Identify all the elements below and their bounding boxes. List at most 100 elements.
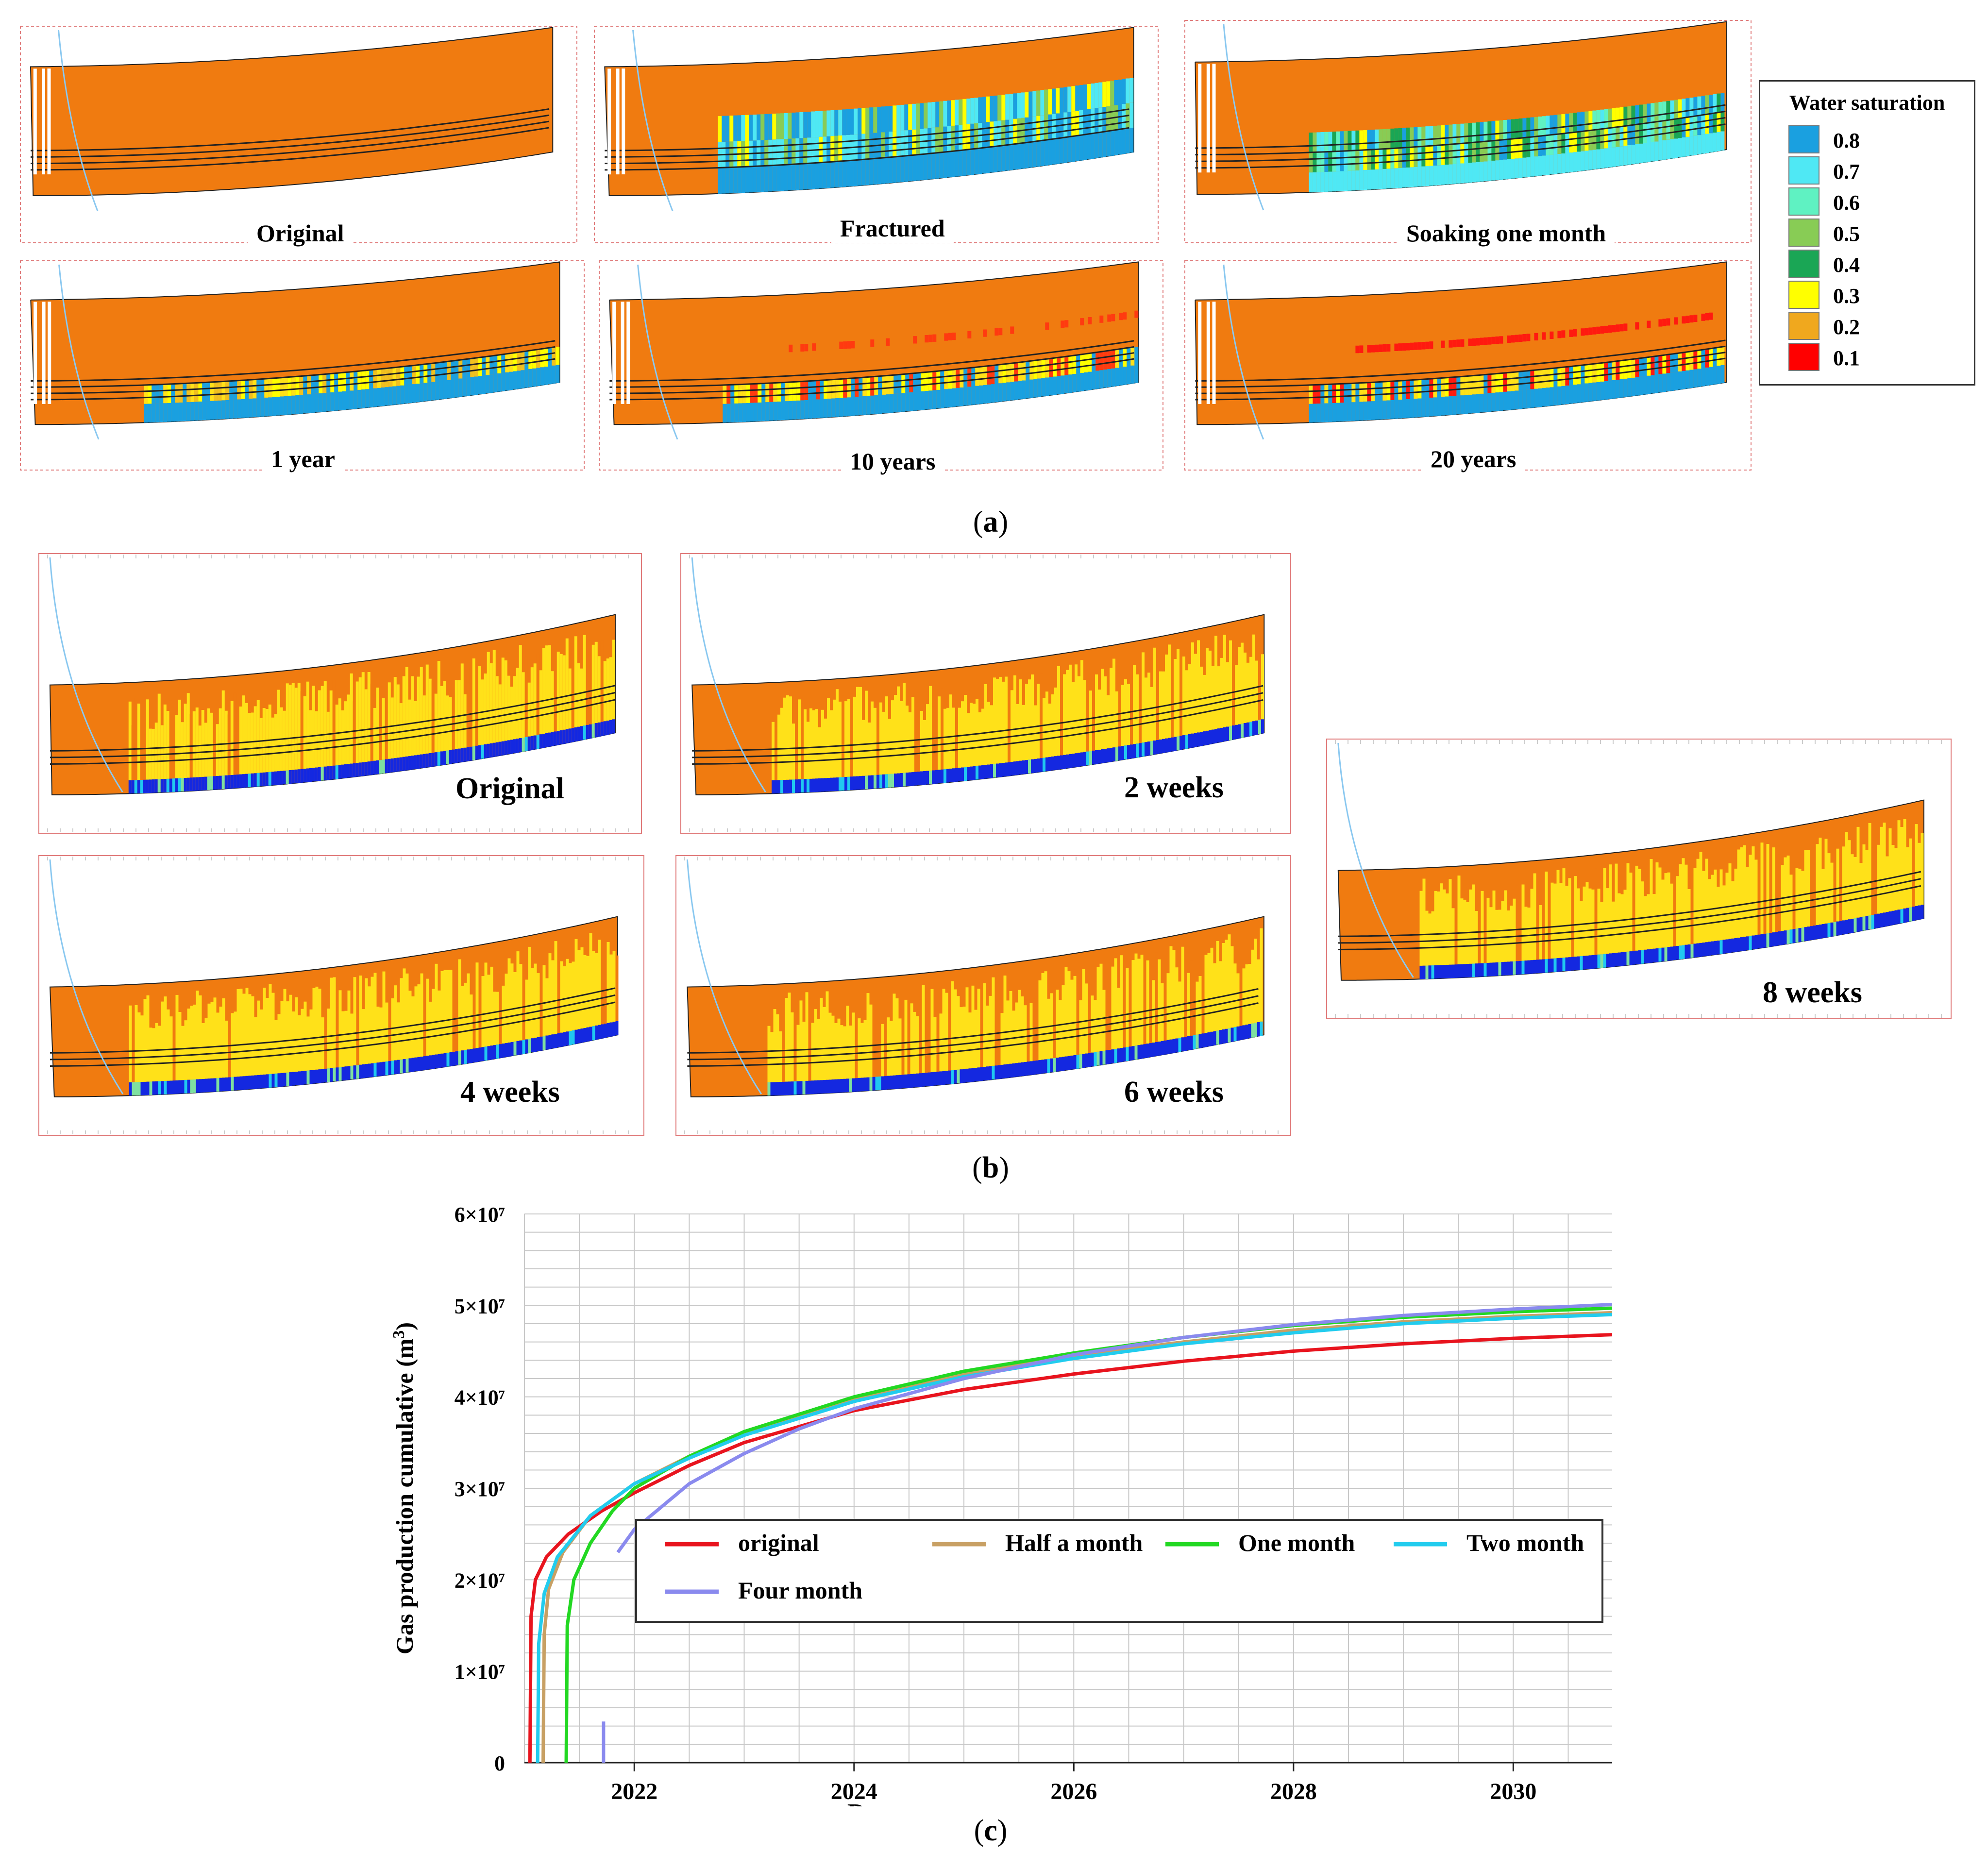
saturation-cell [484, 1046, 488, 1061]
saturation-cell [357, 389, 362, 409]
saturation-cell [1619, 379, 1624, 398]
saturation-cell [987, 764, 990, 778]
saturation-cell [509, 354, 513, 372]
saturation-cell [516, 951, 520, 1041]
saturation-cell [1635, 377, 1639, 396]
saturation-cell [280, 771, 283, 785]
saturation-cell [991, 384, 995, 403]
saturation-cell [528, 369, 533, 387]
saturation-cell [1775, 843, 1778, 932]
saturation-cell [921, 372, 925, 391]
saturation-cell [957, 996, 960, 1070]
saturation-cell [878, 395, 882, 414]
legend-entry: 0.6 [1788, 187, 1963, 217]
layer-boundary [1338, 871, 1921, 937]
saturation-cell [251, 1075, 254, 1089]
saturation-cell [295, 376, 300, 395]
saturation-cell [368, 1063, 371, 1078]
saturation-cell [1166, 1040, 1170, 1054]
saturation-cell [1699, 852, 1702, 943]
saturation-cell [519, 645, 522, 739]
saturation-cell [1029, 1061, 1033, 1075]
saturation-cell [449, 970, 453, 1052]
saturation-cell [1140, 955, 1144, 1045]
saturation-cell [1880, 826, 1883, 913]
saturation-cell [128, 701, 132, 780]
saturation-cell [1472, 375, 1476, 395]
saturation-cell [475, 1048, 479, 1062]
saturation-cell [501, 741, 505, 756]
saturation-cell [807, 779, 809, 792]
saturation-cell [1229, 726, 1232, 741]
saturation-cell [286, 770, 289, 784]
saturation-cell [1652, 894, 1656, 949]
saturation-cell [1623, 106, 1628, 126]
saturation-cell [1763, 859, 1767, 934]
saturation-cell [1110, 668, 1112, 748]
saturation-cell [1501, 901, 1504, 962]
saturation-cell [1608, 362, 1612, 381]
saturation-cell [1083, 680, 1086, 752]
saturation-cell [846, 109, 850, 135]
saturation-cell [726, 404, 731, 423]
saturation-cell [353, 1065, 356, 1079]
saturation-cell [1569, 152, 1573, 172]
saturation-cell [1406, 380, 1410, 399]
saturation-cell [1355, 383, 1360, 402]
panel-a-10-years: 10 years [598, 260, 1164, 476]
saturation-cell [1398, 128, 1402, 148]
saturation-cell [1018, 1062, 1021, 1077]
saturation-cell [836, 689, 839, 777]
saturation-cell [939, 1013, 943, 1072]
saturation-cell [159, 384, 164, 404]
saturation-cell [791, 1012, 794, 1082]
saturation-cell [1685, 864, 1688, 945]
saturation-cell [1641, 950, 1644, 964]
saturation-cell [577, 1029, 581, 1044]
saturation-cell [1530, 137, 1534, 157]
saturation-cell [1456, 164, 1461, 184]
saturation-cell [1717, 887, 1720, 941]
saturation-cell [1888, 911, 1892, 926]
saturation-cell [1752, 846, 1755, 936]
saturation-cell [1565, 133, 1569, 153]
saturation-cell [890, 1021, 893, 1076]
saturation-cell [994, 146, 998, 172]
saturation-cell [1220, 657, 1223, 728]
legend-entry: 0.8 [1788, 125, 1963, 154]
saturation-cell [556, 365, 560, 383]
saturation-cell [1897, 909, 1901, 924]
saturation-cell [1639, 358, 1643, 377]
saturation-cell [560, 961, 563, 1033]
layer-boundary [1195, 357, 1726, 401]
saturation-cell [1449, 964, 1452, 978]
saturation-cell [1559, 958, 1563, 972]
saturation-cell [1117, 988, 1120, 1049]
saturation-cell [184, 704, 187, 778]
layer-boundary [50, 987, 616, 1054]
saturation-cell [1258, 720, 1261, 734]
saturation-cell [1012, 1010, 1015, 1063]
saturation-cell [1029, 1003, 1033, 1061]
saturation-cell [807, 112, 811, 138]
well-marker [622, 68, 625, 175]
saturation-cell [792, 164, 796, 190]
saturation-cell [758, 402, 762, 421]
saturation-cell [881, 106, 885, 133]
legend-value: 0.7 [1833, 160, 1860, 184]
saturation-cell [938, 696, 941, 770]
saturation-cell [341, 710, 344, 765]
saturation-cell [1129, 1046, 1132, 1061]
saturation-cell [729, 167, 734, 193]
saturation-cell [723, 404, 727, 423]
panel-a-label: Fractured [831, 214, 954, 243]
legend-value: 0.6 [1833, 191, 1860, 215]
saturation-cell [393, 758, 397, 772]
saturation-cell [280, 1073, 284, 1087]
saturation-cell [994, 1065, 998, 1079]
saturation-cell [373, 707, 376, 761]
saturation-cell [1550, 154, 1554, 175]
saturation-cell [1336, 171, 1340, 191]
saturation-cell [1674, 119, 1678, 139]
saturation-cell [1394, 343, 1398, 351]
